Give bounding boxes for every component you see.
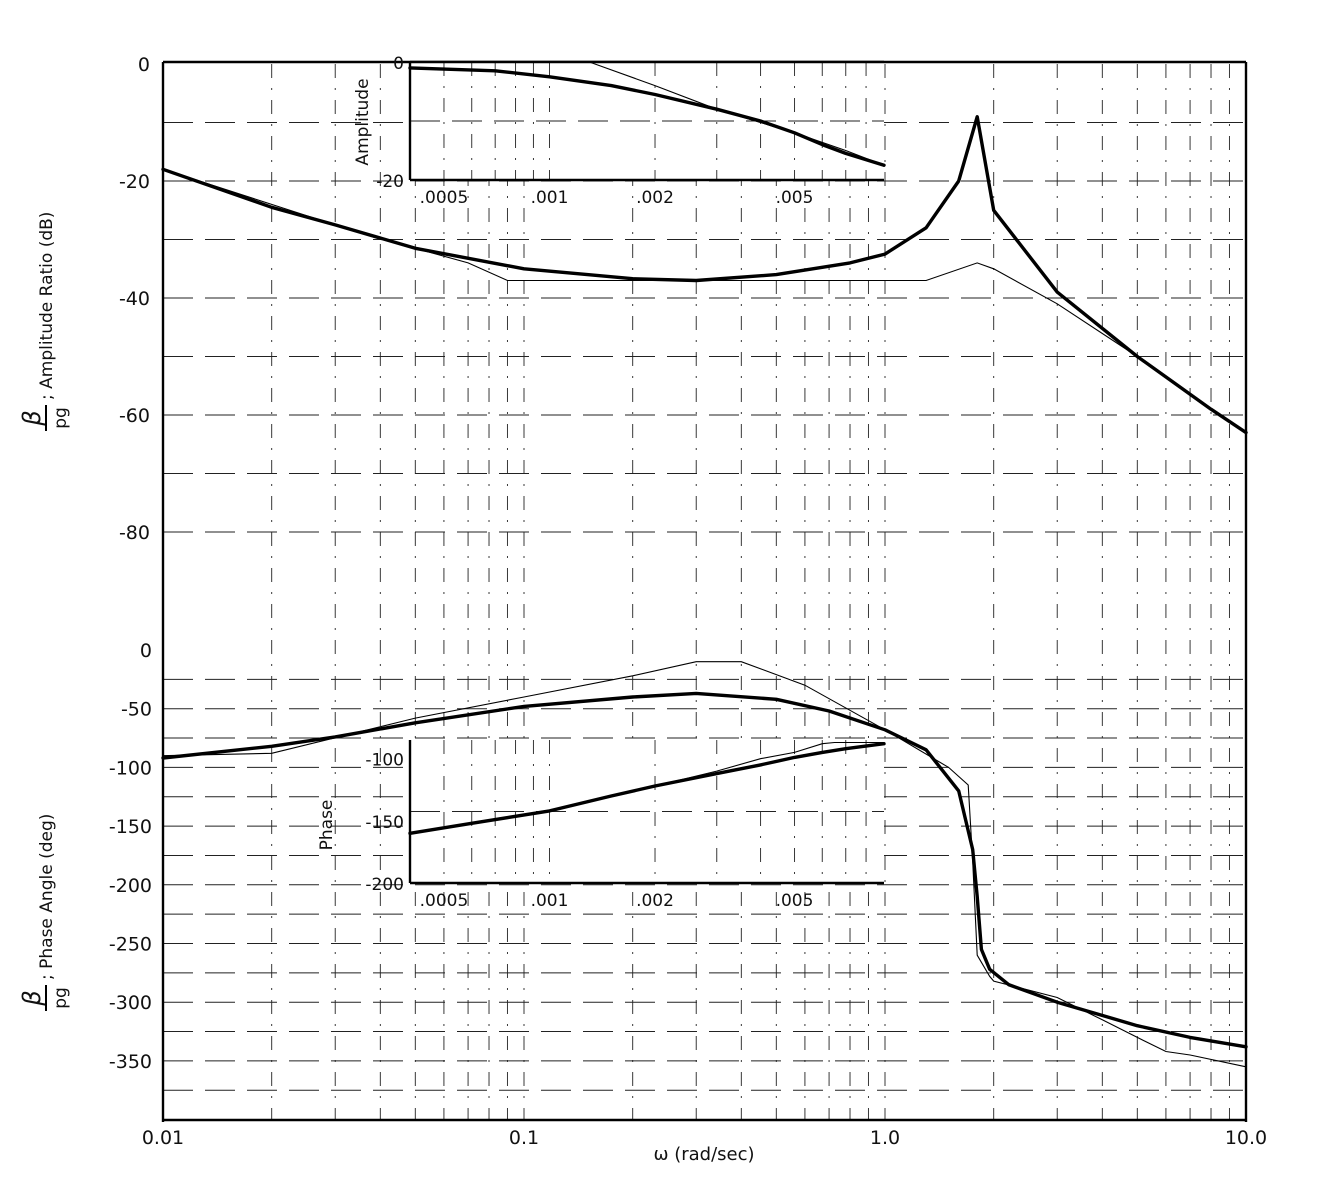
amplitude-y-tick-label: 0 — [138, 54, 150, 76]
amplitude-y-tick-label: -60 — [119, 405, 150, 427]
amplitude-inset-x-tick-label: .001 — [531, 188, 569, 208]
phase-inset-y-tick-label: -200 — [365, 875, 404, 895]
amplitude-y-tick-label: -40 — [119, 288, 150, 310]
phase-inset-y-label: Phase — [317, 800, 337, 851]
x-tick-label: 1.0 — [870, 1127, 900, 1149]
phase-y-tick-label: -350 — [109, 1051, 152, 1073]
phase-y-tick-label: -200 — [109, 875, 152, 897]
phase-inset-y-tick-label: -150 — [365, 813, 404, 833]
x-tick-label: 0.1 — [509, 1127, 539, 1149]
phase-y-tick-label: -300 — [109, 992, 152, 1014]
amp-label-pg: pg — [51, 407, 71, 429]
x-tick-label: 0.01 — [142, 1127, 184, 1149]
x-axis-label: ω (rad/sec) — [653, 1144, 754, 1165]
phase-inset-y-tick-label: -100 — [365, 751, 404, 771]
phase-label-pg: pg — [51, 987, 71, 1009]
x-tick-labels: 0.01 0.1 1.0 10.0 — [142, 1127, 1267, 1149]
amplitude-inset-x-tick-label: .0005 — [420, 188, 469, 208]
phase-series — [161, 661, 1248, 1068]
phase-inset-curve-thin — [409, 741, 884, 834]
phase-curve-thin — [162, 661, 1247, 1068]
amplitude-inset-y-tick-label: 0 — [393, 54, 404, 74]
phase-y-tick-label: -150 — [109, 816, 152, 838]
phase-inset-x-tick-label: .0005 — [420, 891, 469, 911]
amplitude-series — [161, 114, 1248, 435]
phase-y-tick-label: 0 — [140, 640, 152, 662]
amp-label-beta: β — [18, 410, 46, 426]
amplitude-curve-thin — [162, 168, 1247, 434]
phase-inset-x-tick-label: .005 — [776, 891, 814, 911]
amp-label-text: ; Amplitude Ratio (dB) — [37, 212, 57, 400]
phase-y-tick-label: -100 — [109, 757, 152, 779]
amplitude-inset-y-label: Amplitude — [353, 78, 373, 165]
amplitude-y-tick-label: -80 — [119, 522, 150, 544]
amplitude-inset-x-tick-label: .002 — [636, 188, 674, 208]
phase-y-label: β pg ; Phase Angle (deg) — [18, 814, 71, 1011]
phase-y-tick-labels: 0 -50 -100 -150 -200 -250 -300 -350 — [109, 640, 152, 1073]
amplitude-y-tick-label: -20 — [119, 171, 150, 193]
amplitude-y-tick-labels: 0 -20 -40 -60 -80 — [119, 54, 150, 544]
amplitude-y-label: β pg ; Amplitude Ratio (dB) — [18, 212, 71, 431]
phase-inset-x-tick-label: .002 — [636, 891, 674, 911]
phase-label-beta: β — [18, 990, 46, 1006]
amplitude-inset-x-tick-label: .005 — [776, 188, 814, 208]
phase-y-tick-label: -250 — [109, 934, 152, 956]
amplitude-inset-curve-thin — [410, 61, 885, 166]
amplitude-inset-y-tick-label: -20 — [376, 172, 404, 192]
phase-curve-thick — [161, 691, 1248, 1049]
phase-inset: .0005 .001 .002 .005 -100 -150 -200 Phase — [317, 740, 886, 911]
phase-label-text: ; Phase Angle (deg) — [37, 814, 57, 980]
phase-inset-x-tick-label: .001 — [531, 891, 569, 911]
phase-y-tick-label: -50 — [121, 699, 152, 721]
x-tick-label: 10.0 — [1225, 1127, 1267, 1149]
